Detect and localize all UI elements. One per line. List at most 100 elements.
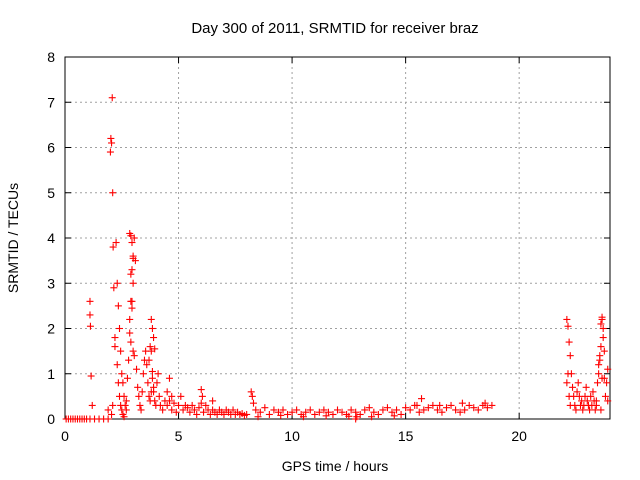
data-point <box>320 406 328 414</box>
data-point <box>213 410 221 418</box>
data-point <box>352 408 360 416</box>
data-point <box>137 406 145 414</box>
data-points <box>62 94 612 423</box>
data-point <box>202 401 210 409</box>
x-tick-label: 20 <box>511 428 527 444</box>
data-point <box>155 392 163 400</box>
data-point <box>481 399 489 407</box>
data-point <box>604 365 612 373</box>
data-point <box>128 304 136 312</box>
data-point <box>248 392 256 400</box>
data-point <box>598 313 606 321</box>
data-point <box>461 406 469 414</box>
data-point <box>127 232 135 240</box>
data-point <box>156 401 164 409</box>
data-point <box>311 410 319 418</box>
data-point <box>126 329 134 337</box>
data-point <box>195 404 203 412</box>
data-point <box>129 279 137 287</box>
data-point <box>144 379 152 387</box>
data-point <box>596 352 604 360</box>
data-point <box>113 279 121 287</box>
x-tick-label: 0 <box>61 428 69 444</box>
data-point <box>112 239 120 247</box>
data-point <box>197 399 205 407</box>
data-point <box>148 367 156 375</box>
data-point <box>598 374 606 382</box>
data-point <box>151 397 159 405</box>
data-point <box>594 379 602 387</box>
y-tick-label: 2 <box>47 321 55 337</box>
data-point <box>390 412 398 420</box>
data-point <box>190 406 198 414</box>
data-point <box>599 325 607 332</box>
data-point <box>420 406 428 414</box>
data-point <box>393 406 401 414</box>
data-point <box>86 311 94 319</box>
x-tick-label: 10 <box>284 428 300 444</box>
chart-title: Day 300 of 2011, SRMTID for receiver bra… <box>191 20 478 37</box>
data-point <box>429 401 437 409</box>
data-point <box>150 388 158 396</box>
data-point <box>135 392 143 400</box>
data-point <box>302 408 310 416</box>
data-point <box>574 379 582 387</box>
data-point <box>261 404 269 412</box>
data-point <box>193 410 201 418</box>
data-point <box>600 347 608 355</box>
data-point <box>564 370 572 378</box>
x-tick-label: 5 <box>175 428 183 444</box>
data-point <box>143 361 151 369</box>
data-point <box>114 379 122 387</box>
data-point <box>353 413 361 421</box>
data-point <box>170 399 178 407</box>
y-tick-labels: 0 1 2 3 4 5 6 7 8 <box>47 49 55 427</box>
data-point <box>186 408 194 416</box>
data-point <box>599 334 607 342</box>
data-point <box>415 408 423 416</box>
data-point <box>436 401 444 409</box>
data-point <box>252 406 260 414</box>
x-tick-label: 15 <box>398 428 414 444</box>
data-point <box>565 338 573 346</box>
data-point <box>370 408 378 416</box>
data-point <box>587 392 595 400</box>
data-point <box>458 399 466 407</box>
data-point <box>582 383 590 391</box>
data-point <box>483 404 491 412</box>
data-point <box>113 361 121 369</box>
data-point <box>197 386 205 394</box>
data-point <box>104 406 112 414</box>
data-point <box>145 392 153 400</box>
data-point <box>106 148 114 156</box>
data-point <box>601 392 609 400</box>
data-point <box>188 401 196 409</box>
data-point <box>116 325 123 332</box>
data-point <box>148 325 156 332</box>
y-tick-label: 0 <box>47 411 55 427</box>
data-point <box>126 315 134 323</box>
data-point <box>118 370 126 378</box>
data-point <box>597 406 605 414</box>
data-point <box>107 134 115 142</box>
data-point <box>117 401 125 409</box>
data-point <box>116 392 123 400</box>
data-point <box>109 401 117 409</box>
data-point <box>406 406 414 414</box>
data-point <box>564 322 572 330</box>
data-point <box>118 406 126 414</box>
data-point <box>579 406 587 414</box>
data-point <box>338 408 346 416</box>
data-point <box>104 415 112 423</box>
data-point <box>243 410 251 418</box>
data-point <box>424 404 432 412</box>
data-point <box>589 388 597 396</box>
data-point <box>443 404 450 412</box>
data-point <box>154 370 162 378</box>
data-point <box>249 399 257 407</box>
data-point <box>229 406 237 414</box>
data-point <box>133 365 141 373</box>
data-point <box>127 338 135 346</box>
data-point <box>139 370 147 378</box>
x-tick-labels: 0 5 10 15 20 <box>61 428 527 444</box>
